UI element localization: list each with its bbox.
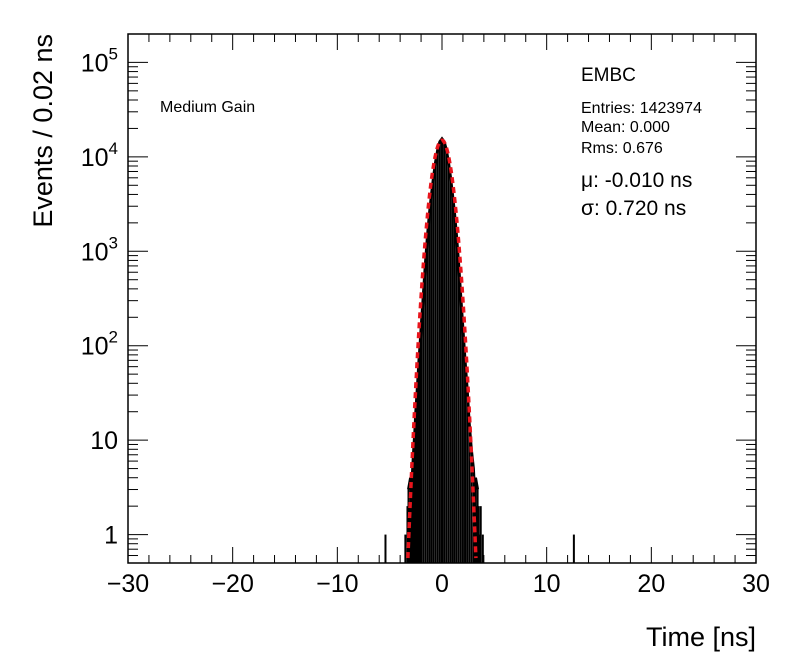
x-axis-title: Time [ns] xyxy=(646,622,756,652)
histogram-layer xyxy=(384,136,575,563)
x-tick-label: 30 xyxy=(742,570,770,598)
y-tick-label: 10 xyxy=(90,427,118,455)
plot-frame xyxy=(127,33,757,564)
gain-label: Medium Gain xyxy=(160,99,255,116)
y-tick-label: 103 xyxy=(81,233,118,266)
stats-rms: Rms: 0.676 xyxy=(581,140,663,157)
fit-layer xyxy=(406,138,478,559)
x-tick-label: −30 xyxy=(107,570,149,598)
x-tick-label: 10 xyxy=(533,570,561,598)
fit-sigma: σ: 0.720 ns xyxy=(581,197,686,220)
x-tick-label: −10 xyxy=(316,570,358,598)
gaussian-fit-curve xyxy=(406,138,478,559)
y-axis-title: Events / 0.02 ns xyxy=(28,34,58,228)
y-tick-label: 1 xyxy=(104,522,118,550)
detector-label: EMBC xyxy=(581,65,636,86)
stats-entries: Entries: 1423974 xyxy=(581,100,702,117)
x-tick-label: 0 xyxy=(435,570,449,598)
fit-mu: μ: -0.010 ns xyxy=(581,169,692,192)
x-tick-label: 20 xyxy=(637,570,665,598)
tick-layer xyxy=(127,33,757,564)
stats-mean: Mean: 0.000 xyxy=(581,119,670,136)
x-tick-label: −20 xyxy=(211,570,253,598)
